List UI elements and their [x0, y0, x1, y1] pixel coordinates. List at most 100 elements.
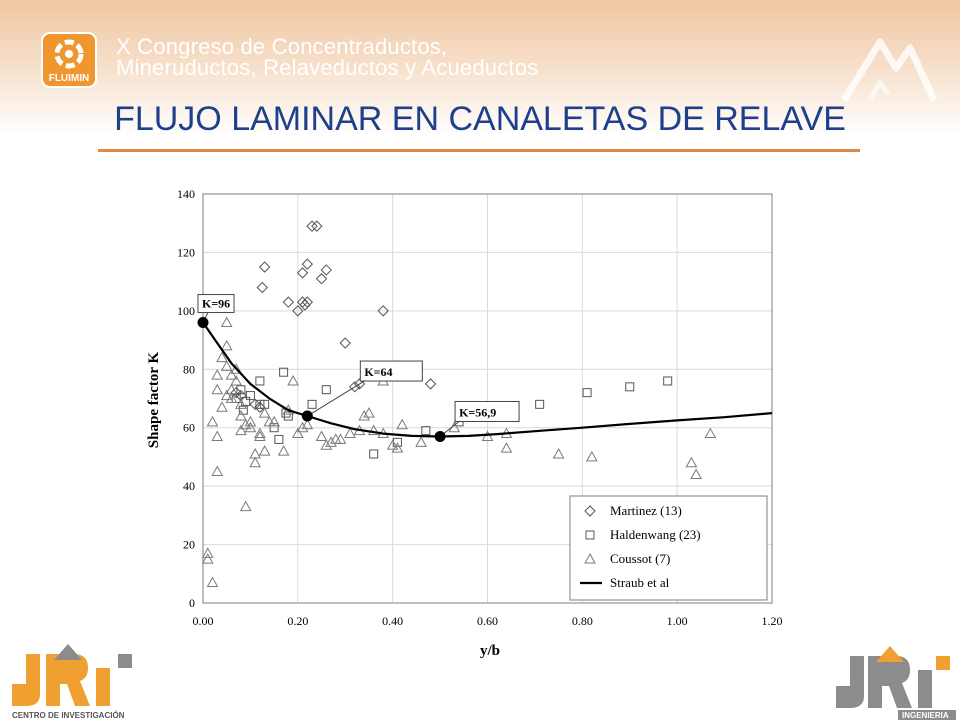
coussot-point [585, 450, 598, 462]
y-tick-label: 80 [183, 362, 195, 376]
legend-entry: Coussot (7) [610, 551, 670, 566]
coussot-point [334, 433, 347, 444]
series-points [201, 220, 717, 588]
haldenwang-point [307, 399, 317, 409]
coussot-point [230, 363, 243, 374]
annotation-label: K=64 [364, 365, 392, 379]
coussot-point [216, 401, 228, 412]
jri-engineering-logo: INGENIERIA [836, 646, 956, 720]
coussot-point [301, 418, 314, 430]
haldenwang-point [582, 388, 592, 398]
legend-swatch [584, 552, 596, 564]
annotation-label: K=96 [202, 297, 230, 311]
martinez-point [311, 220, 323, 232]
martinez-point [249, 398, 261, 411]
straub-curve [202, 321, 773, 438]
haldenwang-point [663, 376, 673, 386]
chart-legend: Martinez (13) Haldenwang (23) Coussot (7) S… [569, 495, 768, 601]
coussot-point [211, 369, 224, 380]
plot-area-frame [202, 193, 773, 604]
conference-title-line2: Mineruductos, Relaveductos y Acueductos [116, 55, 539, 80]
coussot-point [206, 415, 219, 427]
x-tick-label: 0.80 [572, 614, 593, 628]
coussot-point [277, 445, 290, 456]
legend-entry: Haldenwang (23) [610, 527, 701, 542]
coussot-point [206, 576, 219, 588]
annotation-box [454, 400, 520, 422]
coussot-point [320, 439, 333, 450]
fluimin-logo: FLUIMIN [41, 32, 97, 88]
martinez-point [292, 305, 304, 317]
coussot-point [211, 430, 224, 441]
martinez-point [258, 261, 271, 273]
coussot-point [685, 456, 698, 468]
martinez-point [296, 267, 309, 279]
x-tick-label: 0.00 [193, 614, 214, 628]
x-axis-label: y/b [480, 643, 500, 659]
legend-swatch [585, 530, 595, 540]
coussot-point [211, 383, 224, 395]
coussot-point [225, 392, 238, 403]
haldenwang-point [269, 423, 279, 433]
coussot-point [258, 407, 271, 418]
coussot-point [201, 547, 214, 558]
x-tick-label: 1.00 [667, 614, 688, 628]
y-tick-label: 120 [177, 245, 195, 259]
coussot-point [500, 442, 513, 453]
martinez-point [256, 281, 268, 294]
coussot-point [258, 445, 271, 456]
coussot-point [244, 421, 257, 433]
haldenwang-point [236, 385, 246, 395]
coussot-point [296, 421, 309, 433]
coussot-point [225, 369, 238, 380]
haldenwang-point [625, 382, 635, 392]
martinez-point [254, 401, 266, 413]
legend-box [569, 495, 768, 601]
coussot-point [220, 316, 233, 328]
haldenwang-point [238, 405, 248, 415]
coussot-point [690, 468, 702, 479]
annotation-marker [434, 430, 446, 442]
martinez-point [299, 299, 311, 311]
haldenwang-point [321, 385, 331, 395]
x-tick-label: 1.20 [762, 614, 783, 628]
legend-swatch [584, 505, 596, 517]
haldenwang-point [279, 367, 289, 377]
coussot-point [704, 427, 717, 439]
y-tick-labels: 0 20 40 60 80 100 120 140 [177, 187, 195, 610]
x-tick-label: 0.20 [287, 614, 308, 628]
jri-engineering-caption: INGENIERIA [902, 711, 949, 720]
haldenwang-point [245, 391, 255, 401]
coussot-point [315, 430, 328, 441]
martinez-point [424, 378, 437, 390]
haldenwang-point [255, 399, 265, 409]
coussot-point [220, 339, 233, 351]
coussot-point [391, 442, 404, 453]
martinez-point [301, 258, 314, 270]
coussot-point [396, 418, 408, 430]
martinez-point [315, 273, 328, 285]
martinez-point [377, 305, 389, 317]
coussot-point [254, 430, 266, 441]
title-underline [98, 149, 860, 152]
haldenwang-point [283, 411, 293, 421]
martinez-point [282, 296, 295, 308]
shape-factor-chart: 0.00 0.20 0.40 0.60 0.80 1.00 1.20 0 20 40 60 80 10… [140, 178, 830, 660]
coussot-point [268, 415, 280, 427]
annotation-marker [197, 317, 209, 329]
y-tick-label: 40 [183, 479, 195, 493]
coussot-point [386, 439, 399, 450]
coussot-point [552, 447, 565, 459]
coussot-point [367, 424, 380, 436]
y-tick-label: 0 [189, 596, 195, 610]
fluimin-logo-text: FLUIMIN [49, 73, 90, 84]
coussot-point [415, 436, 427, 447]
coussot-point [358, 409, 371, 421]
jri-research-caption: CENTRO DE INVESTIGACIÓN [12, 711, 125, 720]
haldenwang-point [274, 434, 284, 444]
coussot-point [211, 465, 224, 477]
chart-annotations: K=96 K=64 K=56,9 [197, 294, 520, 442]
martinez-point [320, 264, 332, 276]
coussot-point [225, 383, 238, 395]
coussot-point [230, 374, 243, 386]
